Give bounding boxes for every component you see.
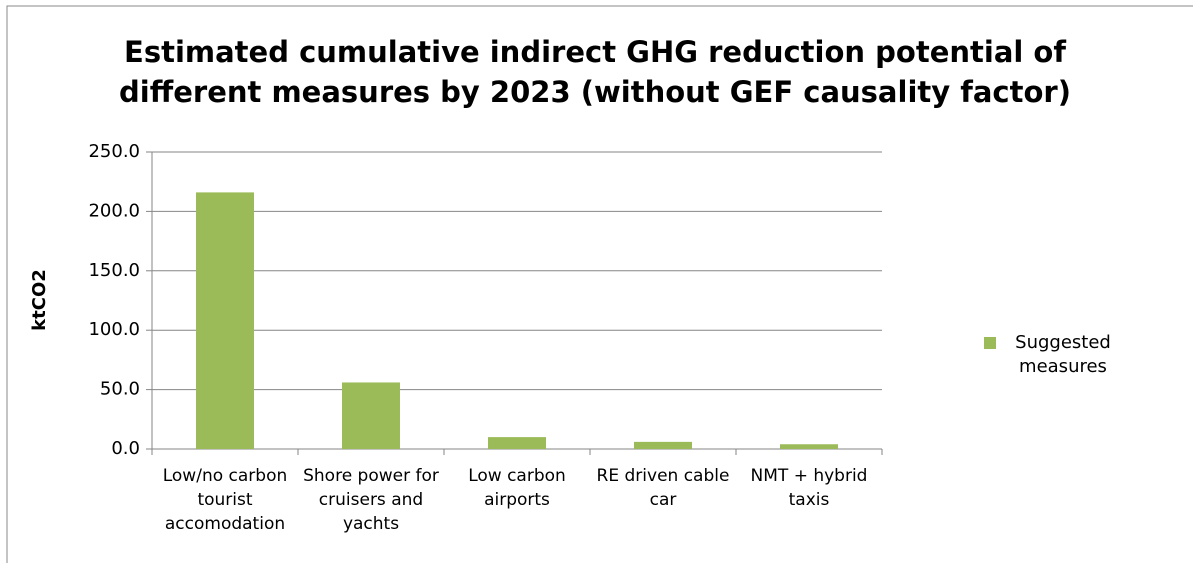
y-tick-label: 200.0 — [88, 200, 140, 221]
y-tick-label: 0.0 — [111, 438, 140, 459]
y-tick-label: 150.0 — [88, 260, 140, 281]
bar — [634, 441, 692, 449]
y-tick-label: 50.0 — [100, 379, 140, 400]
x-tick-label: Low/no carbon tourist accomodation — [162, 466, 288, 534]
y-tick-label: 250.0 — [88, 141, 140, 162]
x-tick-label: NMT + hybrid taxis — [750, 466, 868, 510]
legend-label: Suggested measures — [1015, 332, 1111, 377]
chart-border — [6, 5, 1193, 563]
bar — [488, 437, 546, 449]
x-tick-label: RE driven cable car — [596, 466, 730, 510]
bar — [196, 192, 254, 449]
x-tick-label: Shore power for cruisers and yachts — [303, 466, 439, 534]
bar — [780, 444, 838, 449]
bar — [342, 382, 400, 449]
x-tick-label: Low carbon airports — [468, 466, 566, 510]
y-axis-label: ktCO2 — [29, 269, 50, 331]
legend-swatch — [984, 337, 996, 349]
y-tick-label: 100.0 — [88, 319, 140, 340]
legend: Suggested measures — [984, 331, 1134, 379]
chart-title: Estimated cumulative indirect GHG reduct… — [119, 35, 1071, 109]
